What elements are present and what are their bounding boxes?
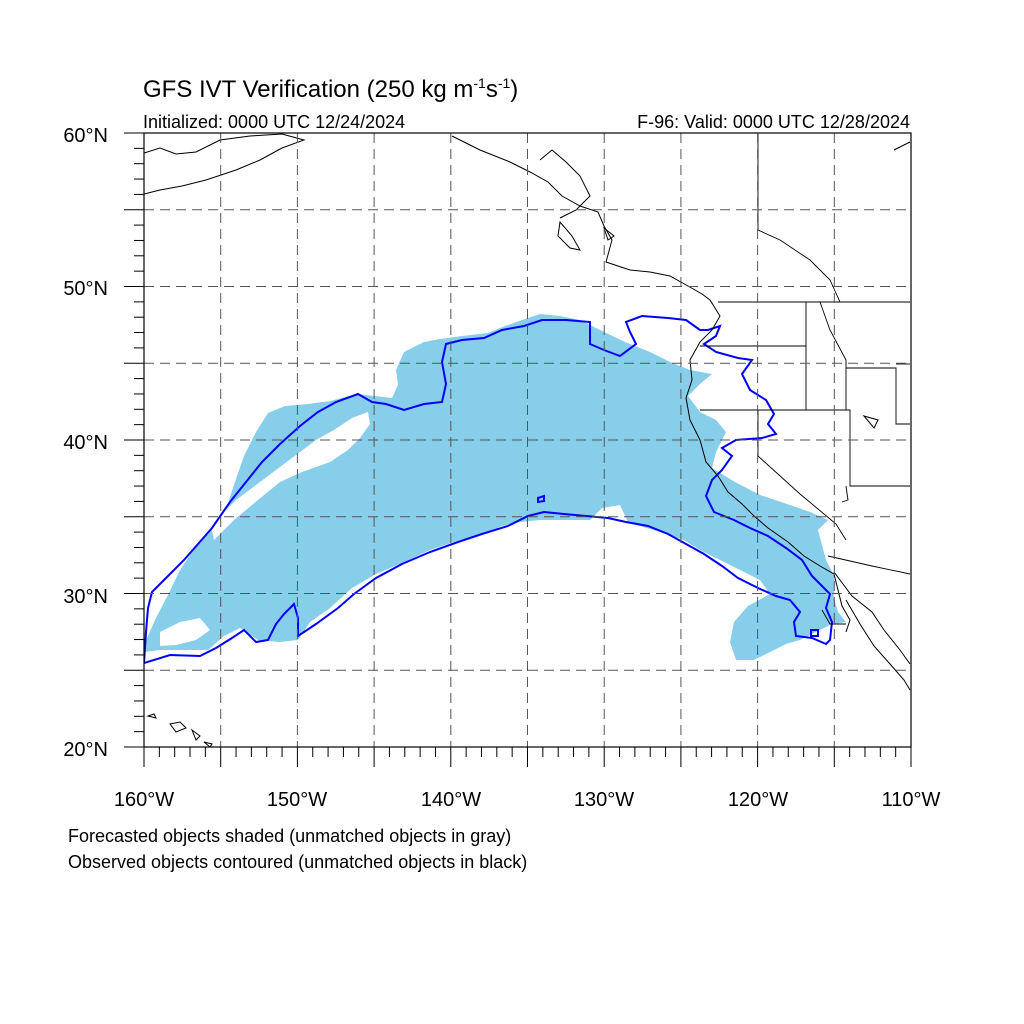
lat-label-60: 60°N (63, 125, 108, 147)
lon-label-160w: 160°W (114, 789, 174, 811)
lon-label-120w: 120°W (728, 789, 788, 811)
observed-ivt-contour (144, 314, 834, 664)
lon-label-130w: 130°W (574, 789, 634, 811)
lon-label-140w: 140°W (421, 789, 481, 811)
political-borders (700, 134, 911, 625)
axis-ticks (124, 132, 912, 767)
lat-label-40: 40°N (63, 432, 108, 454)
lat-label-30: 30°N (63, 586, 108, 608)
lat-label-20: 20°N (63, 739, 108, 761)
forecast-ivt-object (144, 314, 846, 660)
forecast-gap (212, 412, 370, 540)
caption-forecast: Forecasted objects shaded (unmatched obj… (68, 826, 512, 846)
valid-time-label: F-96: Valid: 0000 UTC 12/28/2024 (637, 112, 910, 132)
observed-small-contour (537, 494, 545, 504)
lon-label-150w: 150°W (267, 789, 327, 811)
grid-lines (144, 133, 911, 747)
caption-observed: Observed objects contoured (unmatched ob… (68, 852, 528, 872)
lat-label-50: 50°N (63, 278, 108, 300)
observed-small-contour-2 (810, 629, 819, 637)
lon-label-110w: 110°W (882, 789, 941, 811)
chart-title: GFS IVT Verification (250 kg m-1s-1) (143, 75, 518, 103)
forecast-gap-2 (160, 618, 210, 646)
init-time-label: Initialized: 0000 UTC 12/24/2024 (143, 112, 405, 132)
